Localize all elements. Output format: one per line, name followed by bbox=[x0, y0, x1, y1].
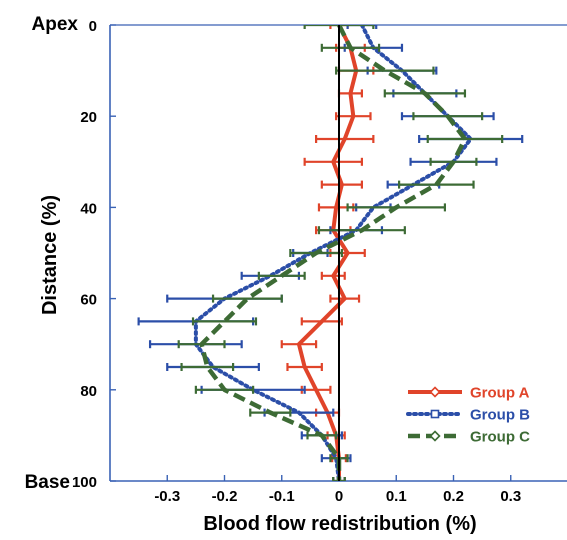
legend: Group A Group B Group C bbox=[406, 385, 530, 446]
x-tick-label: -0.3 bbox=[154, 488, 180, 505]
legend-label: Group A bbox=[470, 385, 530, 402]
y-tick-label: 100 bbox=[72, 474, 97, 491]
apex-label: Apex bbox=[32, 14, 79, 35]
series-group-c bbox=[177, 25, 504, 481]
legend-marker bbox=[430, 409, 440, 419]
series-layer bbox=[137, 25, 524, 481]
legend-item: Group A bbox=[408, 385, 530, 402]
y-tick-label: 0 bbox=[89, 18, 97, 35]
y-tick-label: 20 bbox=[80, 109, 97, 126]
x-tick-label: -0.1 bbox=[269, 488, 295, 505]
x-axis-ticks: -0.3 -0.2 -0.1 0 0.1 0.2 0.3 bbox=[154, 475, 521, 505]
x-tick-label: 0 bbox=[335, 488, 343, 505]
legend-item: Group C bbox=[408, 429, 530, 446]
series-line bbox=[296, 25, 359, 481]
x-tick-label: 0.1 bbox=[386, 488, 407, 505]
y-tick-label: 40 bbox=[80, 200, 97, 217]
x-axis-title: Blood flow redistribution (%) bbox=[203, 513, 476, 535]
legend-label: Group B bbox=[470, 407, 530, 424]
x-tick-label: 0.2 bbox=[443, 488, 464, 505]
y-axis-title: Distance (%) bbox=[39, 195, 61, 315]
x-tick-label: -0.2 bbox=[212, 488, 238, 505]
y-axis-ticks: 0 20 40 60 80 100 bbox=[72, 18, 116, 491]
series-line bbox=[199, 25, 468, 481]
y-tick-label: 80 bbox=[80, 383, 97, 400]
legend-item: Group B bbox=[406, 407, 530, 424]
legend-marker bbox=[429, 430, 441, 442]
legend-label: Group C bbox=[470, 429, 530, 446]
base-label: Base bbox=[25, 472, 70, 493]
x-tick-label: 0.3 bbox=[500, 488, 521, 505]
legend-marker bbox=[429, 386, 441, 398]
y-tick-label: 60 bbox=[80, 292, 97, 309]
